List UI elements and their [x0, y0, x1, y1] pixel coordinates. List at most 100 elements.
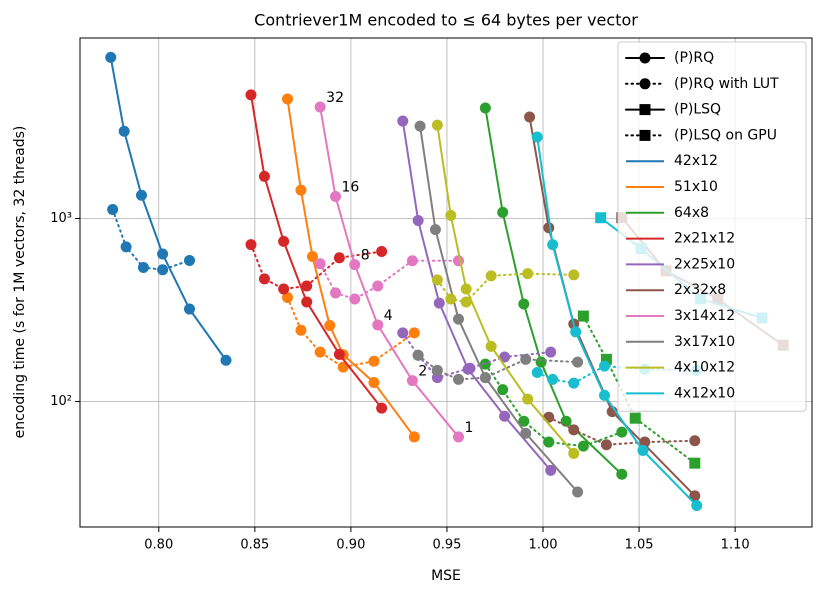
marker	[245, 239, 257, 251]
marker	[599, 360, 611, 372]
marker	[368, 376, 380, 388]
y-tick-label: 10²	[50, 394, 72, 409]
marker	[157, 264, 169, 276]
marker	[479, 102, 491, 114]
legend-label: (P)RQ with LUT	[674, 76, 779, 92]
marker	[258, 273, 270, 285]
marker	[412, 215, 424, 227]
marker	[577, 440, 589, 452]
marker	[397, 115, 409, 127]
legend-label: 4x12x10	[674, 385, 735, 401]
marker	[258, 170, 270, 182]
x-tick-label: 1.05	[625, 538, 654, 553]
marker	[452, 431, 464, 443]
marker	[499, 410, 511, 422]
legend-box	[617, 41, 807, 412]
marker	[408, 431, 420, 443]
marker	[295, 184, 307, 196]
y-axis-label: encoding time (s for 1M vectors, 32 thre…	[12, 126, 28, 439]
marker	[431, 119, 443, 131]
marker	[639, 104, 651, 116]
marker	[535, 356, 547, 368]
annotation: 32	[326, 90, 344, 106]
marker	[600, 439, 612, 451]
marker	[314, 258, 326, 270]
marker	[324, 320, 336, 332]
marker	[577, 310, 589, 322]
marker	[497, 384, 509, 396]
legend-label: 42x12	[674, 153, 718, 169]
marker	[412, 349, 424, 361]
marker	[531, 367, 543, 379]
marker	[245, 89, 257, 101]
marker	[301, 280, 313, 292]
x-tick-label: 1.10	[721, 538, 750, 553]
marker	[337, 361, 349, 373]
marker	[333, 252, 345, 264]
marker	[314, 346, 326, 358]
marker	[429, 224, 441, 236]
marker	[278, 235, 290, 247]
series-line	[484, 363, 623, 448]
marker	[518, 298, 530, 310]
marker	[639, 78, 651, 90]
marker	[572, 486, 584, 498]
x-tick-label: 0.90	[336, 538, 365, 553]
marker	[616, 426, 628, 438]
marker	[376, 246, 388, 258]
marker	[105, 51, 117, 63]
marker	[524, 111, 536, 123]
marker	[333, 348, 345, 360]
y-tick-label: 10³	[50, 211, 72, 226]
legend-label: (P)LSQ on GPU	[674, 127, 777, 143]
marker	[531, 131, 543, 143]
marker	[368, 355, 380, 367]
marker	[518, 415, 530, 427]
marker	[460, 283, 472, 295]
marker	[522, 268, 534, 280]
marker	[499, 351, 511, 363]
marker	[689, 435, 701, 447]
marker	[479, 372, 491, 384]
series-line	[419, 125, 579, 494]
marker	[306, 251, 318, 263]
marker	[639, 52, 651, 64]
x-tick-label: 0.80	[144, 538, 173, 553]
x-axis-label: MSE	[431, 568, 461, 584]
marker	[522, 393, 534, 405]
series-line	[109, 56, 228, 362]
marker	[545, 346, 557, 358]
series-line	[536, 136, 698, 507]
series-line	[319, 106, 460, 438]
marker	[485, 340, 497, 352]
marker	[120, 241, 132, 253]
series-line	[401, 120, 552, 472]
marker	[547, 373, 559, 385]
annotation: 2	[418, 364, 427, 380]
marker	[281, 292, 293, 304]
marker	[118, 125, 130, 137]
marker	[568, 269, 580, 281]
marker	[220, 354, 232, 366]
marker	[689, 490, 701, 502]
marker	[568, 447, 580, 459]
marker	[301, 296, 313, 308]
marker	[547, 239, 559, 251]
marker	[349, 293, 361, 305]
legend-label: 2x32x8	[674, 282, 726, 298]
series-line	[417, 354, 579, 381]
marker	[452, 373, 464, 385]
marker	[376, 402, 388, 414]
marker	[414, 120, 426, 132]
marker	[639, 436, 651, 448]
marker	[314, 101, 326, 113]
series-line	[547, 416, 696, 446]
marker	[464, 362, 476, 374]
marker	[406, 255, 418, 267]
annotation: 8	[361, 248, 370, 264]
marker	[572, 356, 584, 368]
chart-title: Contriever1M encoded to ≤ 64 bytes per v…	[254, 11, 638, 30]
marker	[520, 353, 532, 365]
marker	[639, 129, 651, 141]
